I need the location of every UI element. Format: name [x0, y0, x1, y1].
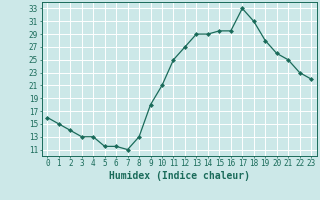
- X-axis label: Humidex (Indice chaleur): Humidex (Indice chaleur): [109, 171, 250, 181]
